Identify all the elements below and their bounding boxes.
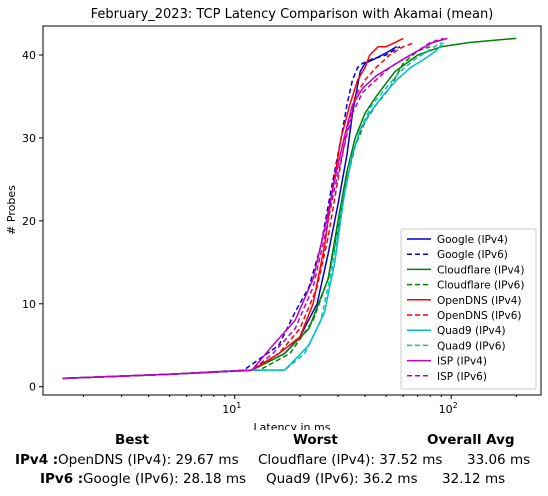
latency-chart: February_2023: TCP Latency Comparison wi… xyxy=(5,7,542,430)
legend-box xyxy=(400,228,537,390)
series-line xyxy=(62,37,517,380)
plot-frame xyxy=(42,25,542,396)
y-axis-label: # Probes xyxy=(5,185,18,235)
series-line xyxy=(62,46,401,380)
summary-row-label-ipv4: IPv4 : xyxy=(15,452,59,468)
summary-worst-ipv4: Cloudflare (IPv4): 37.52 ms xyxy=(258,452,443,468)
legend-entry: Google (IPv4) xyxy=(437,234,508,246)
series-line xyxy=(62,41,442,380)
y-tick-label: 30 xyxy=(22,132,36,145)
x-tick-label: 101 xyxy=(222,401,241,416)
legend-entry: Cloudflare (IPv4) xyxy=(437,264,524,276)
x-axis-label: Latency in ms xyxy=(254,421,331,430)
y-tick-label: 20 xyxy=(22,215,36,228)
series-line xyxy=(62,42,444,380)
legend-entry: OpenDNS (IPv4) xyxy=(437,295,522,307)
y-tick-label: 0 xyxy=(29,381,36,394)
summary-avg-ipv4: 33.06 ms xyxy=(467,452,531,468)
summary-row-label-ipv6: IPv6 : xyxy=(40,471,84,487)
summary-best-ipv4: OpenDNS (IPv4): 29.67 ms xyxy=(58,452,239,468)
legend-entry: Quad9 (IPv4) xyxy=(437,325,506,337)
legend-entry: Quad9 (IPv6) xyxy=(437,340,506,352)
series-line xyxy=(62,37,444,380)
legend-entry: Google (IPv6) xyxy=(437,249,508,261)
legend-entry: Cloudflare (IPv6) xyxy=(437,280,524,292)
series-line xyxy=(62,41,416,380)
summary-best-ipv6: Google (IPv6): 28.18 ms xyxy=(83,471,247,487)
legend-entry: ISP (IPv4) xyxy=(437,356,487,368)
legend-entry: OpenDNS (IPv6) xyxy=(437,310,522,322)
summary-header-best: Best xyxy=(115,432,149,448)
summary-header-avg: Overall Avg xyxy=(427,432,515,448)
series-line xyxy=(62,37,448,380)
series-line xyxy=(62,45,431,380)
summary-avg-ipv6: 32.12 ms xyxy=(442,471,506,487)
chart-title: February_2023: TCP Latency Comparison wi… xyxy=(91,7,494,22)
series-line xyxy=(62,46,398,380)
summary-table: Best Worst Overall Avg IPv4 : OpenDNS (I… xyxy=(0,430,548,496)
y-tick-label: 40 xyxy=(22,49,36,62)
summary-header-worst: Worst xyxy=(293,432,338,448)
x-tick-label: 102 xyxy=(439,401,458,416)
series-line xyxy=(62,37,404,380)
y-tick-label: 10 xyxy=(22,298,36,311)
legend-entry: ISP (IPv6) xyxy=(437,371,487,383)
summary-worst-ipv6: Quad9 (IPv6): 36.2 ms xyxy=(266,471,418,487)
